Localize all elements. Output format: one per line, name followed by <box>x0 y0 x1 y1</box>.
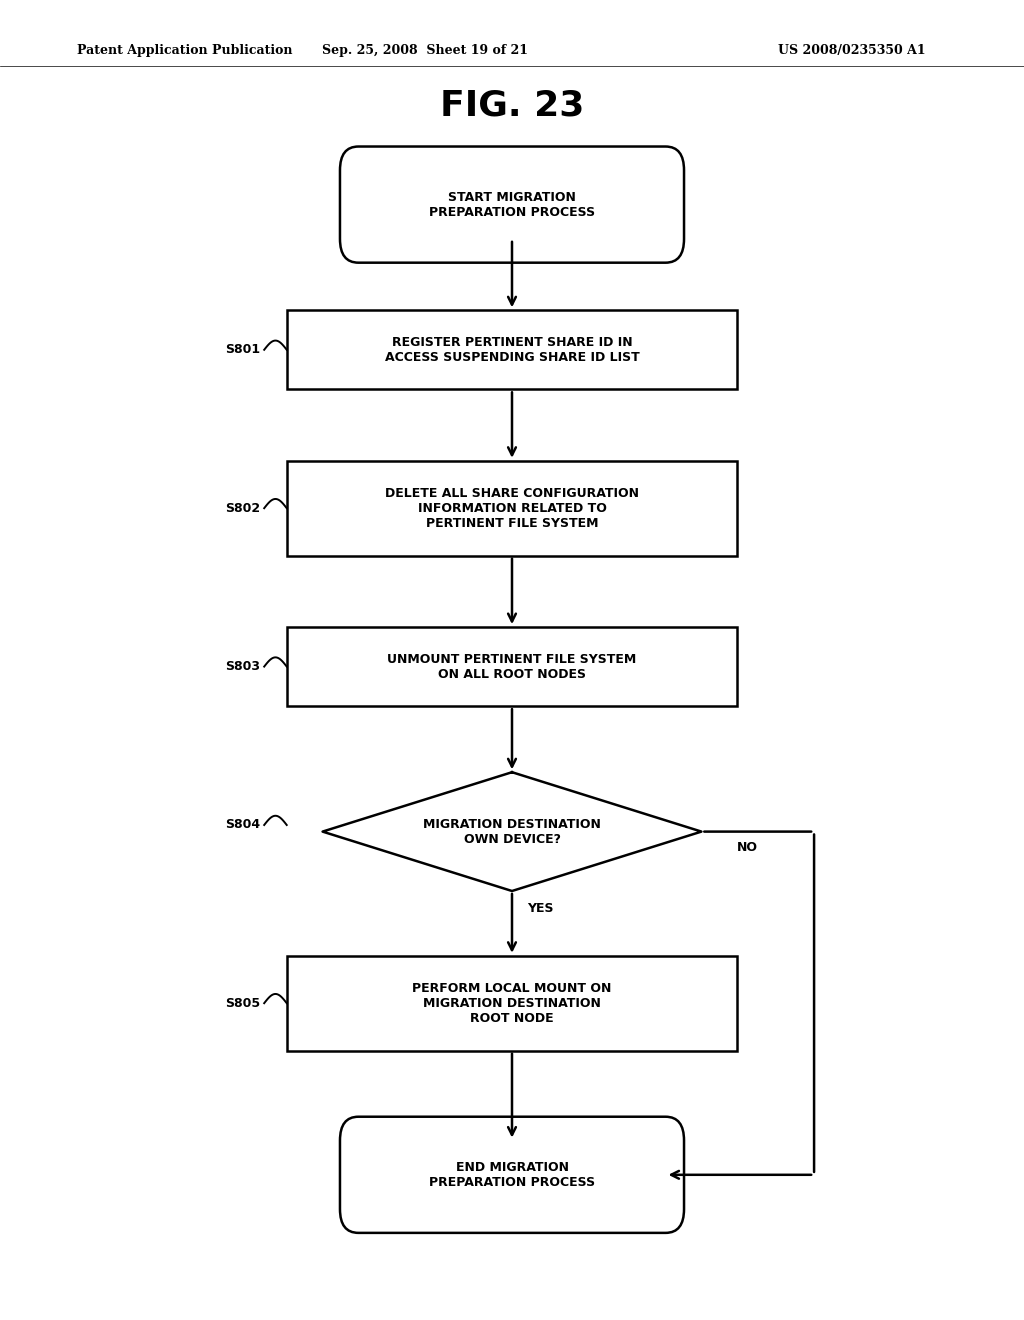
Text: S804: S804 <box>225 818 260 832</box>
Bar <box>287 627 737 706</box>
Text: UNMOUNT PERTINENT FILE SYSTEM
ON ALL ROOT NODES: UNMOUNT PERTINENT FILE SYSTEM ON ALL ROO… <box>387 652 637 681</box>
Text: NO: NO <box>737 841 759 854</box>
Text: YES: YES <box>527 902 554 915</box>
Text: S803: S803 <box>225 660 260 673</box>
Text: S805: S805 <box>225 997 260 1010</box>
Text: DELETE ALL SHARE CONFIGURATION
INFORMATION RELATED TO
PERTINENT FILE SYSTEM: DELETE ALL SHARE CONFIGURATION INFORMATI… <box>385 487 639 529</box>
FancyBboxPatch shape <box>340 147 684 263</box>
Bar <box>287 310 737 389</box>
Text: S801: S801 <box>225 343 260 356</box>
Text: MIGRATION DESTINATION
OWN DEVICE?: MIGRATION DESTINATION OWN DEVICE? <box>423 817 601 846</box>
Text: START MIGRATION
PREPARATION PROCESS: START MIGRATION PREPARATION PROCESS <box>429 190 595 219</box>
Text: FIG. 23: FIG. 23 <box>440 88 584 123</box>
Polygon shape <box>323 772 701 891</box>
Text: END MIGRATION
PREPARATION PROCESS: END MIGRATION PREPARATION PROCESS <box>429 1160 595 1189</box>
FancyBboxPatch shape <box>340 1117 684 1233</box>
Text: US 2008/0235350 A1: US 2008/0235350 A1 <box>778 44 926 57</box>
Text: S802: S802 <box>225 502 260 515</box>
Text: Sep. 25, 2008  Sheet 19 of 21: Sep. 25, 2008 Sheet 19 of 21 <box>322 44 528 57</box>
Text: Patent Application Publication: Patent Application Publication <box>77 44 292 57</box>
Bar <box>287 956 737 1051</box>
Text: REGISTER PERTINENT SHARE ID IN
ACCESS SUSPENDING SHARE ID LIST: REGISTER PERTINENT SHARE ID IN ACCESS SU… <box>385 335 639 364</box>
Bar <box>287 461 737 556</box>
Text: PERFORM LOCAL MOUNT ON
MIGRATION DESTINATION
ROOT NODE: PERFORM LOCAL MOUNT ON MIGRATION DESTINA… <box>413 982 611 1024</box>
